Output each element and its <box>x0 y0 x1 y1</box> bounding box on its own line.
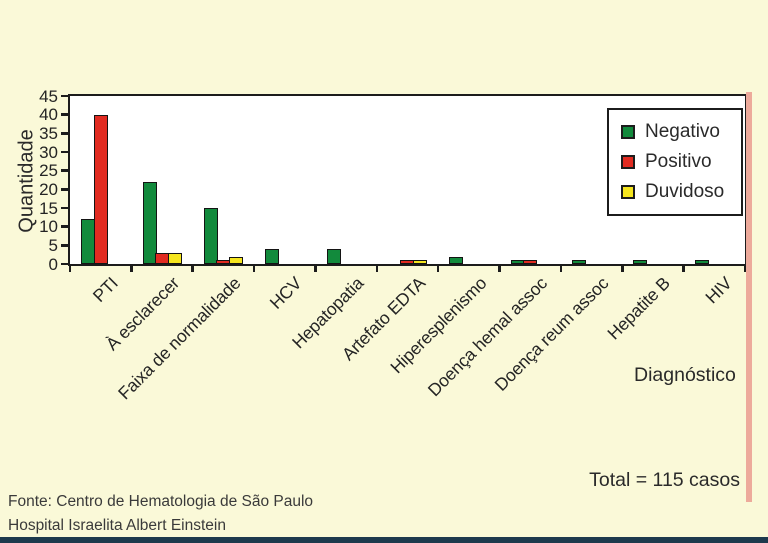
y-tick-label: 20 <box>39 179 58 199</box>
y-tick-label: 10 <box>39 217 58 237</box>
bar-duvidoso-faixa-de-normalidade <box>228 256 243 264</box>
legend-swatch-positivo <box>621 155 635 169</box>
bottom-rule-bar <box>0 537 768 543</box>
y-tick-label: 35 <box>39 123 58 143</box>
bar-group-a-esclarecer <box>131 96 192 264</box>
page-edge-strip <box>746 92 752 502</box>
y-tick-label: 5 <box>48 235 58 255</box>
x-axis-tick <box>68 266 72 272</box>
bar-group-hiv <box>684 96 745 264</box>
bar-group-hepatopatia <box>315 96 376 264</box>
total-annotation: Total = 115 casos <box>589 469 740 491</box>
legend-item-duvidoso: Duvidoso <box>621 177 737 207</box>
y-tick-label: 40 <box>39 105 58 125</box>
bar-group-hepatite-b <box>622 96 683 264</box>
x-axis-title: Diagnóstico <box>634 364 736 386</box>
y-tick-label: 45 <box>39 86 58 106</box>
bar-duvidoso-a-esclarecer <box>167 252 182 264</box>
x-axis-tick <box>682 266 685 272</box>
y-tick-label: 15 <box>39 198 58 218</box>
bar-negativo-doenca-reum-assoc <box>572 260 587 264</box>
bar-negativo-hiperesplenismo <box>449 256 464 264</box>
x-category-label: Hepatite B <box>603 273 675 344</box>
y-tick-label: 0 <box>48 254 58 274</box>
x-category-label: Doença reum assoc <box>490 273 613 395</box>
x-axis-tick <box>252 266 256 272</box>
bar-positivo-pti <box>93 114 108 264</box>
x-axis-tick <box>314 266 317 272</box>
bar-duvidoso-artefato-edta <box>412 260 427 264</box>
x-category-label: HCV <box>266 273 306 313</box>
bar-group-doenca-hemal-assoc <box>500 96 561 264</box>
x-axis-tick <box>436 266 440 272</box>
y-axis-tick <box>61 206 69 210</box>
source-note: Fonte: Centro de Hematologia de São Paul… <box>8 490 313 538</box>
legend-label: Positivo <box>645 151 712 172</box>
bar-negativo-hepatite-b <box>633 260 648 264</box>
bar-negativo-hepatopatia <box>326 249 341 264</box>
y-axis-tick <box>61 113 69 116</box>
bar-group-doenca-reum-assoc <box>561 96 622 264</box>
x-axis-tick <box>621 266 624 272</box>
bar-group-faixa-de-normalidade <box>193 96 254 264</box>
x-axis-tick <box>743 266 747 272</box>
y-axis-tick <box>61 169 69 172</box>
bar-negativo-faixa-de-normalidade <box>203 208 218 264</box>
x-axis-tick <box>130 266 133 272</box>
y-tick-label: 25 <box>39 161 58 181</box>
bar-negativo-hcv <box>265 249 280 264</box>
legend-swatch-negativo <box>621 125 635 139</box>
x-axis-tick <box>559 266 563 272</box>
x-axis-tick <box>191 266 194 272</box>
x-category-label: HIV <box>701 273 736 308</box>
bar-negativo-hiv <box>694 260 709 264</box>
bar-group-artefato-edta <box>377 96 438 264</box>
x-category-label: PTI <box>88 273 122 306</box>
bar-group-hiperesplenismo <box>438 96 499 264</box>
y-axis-tick <box>61 244 69 247</box>
y-axis-tick <box>61 188 69 191</box>
x-axis-tick <box>375 266 379 272</box>
y-axis-tick <box>61 225 69 228</box>
x-category-label: Faixa de normalidade <box>114 273 245 404</box>
legend-label: Duvidoso <box>645 181 725 202</box>
legend-label: Negativo <box>645 121 720 142</box>
bar-group-hcv <box>254 96 315 264</box>
legend-swatch-duvidoso <box>621 185 635 199</box>
y-axis-tick <box>61 94 69 98</box>
y-axis-tick <box>61 262 69 266</box>
source-note-line1: Fonte: Centro de Hematologia de São Paul… <box>8 493 314 510</box>
x-axis-tick <box>498 266 501 272</box>
legend-item-positivo: Positivo <box>621 147 737 177</box>
legend-item-negativo: Negativo <box>621 117 737 147</box>
legend-box: Negativo Positivo Duvidoso <box>607 108 743 216</box>
y-axis-tick <box>61 150 69 154</box>
y-tick-label: 30 <box>39 142 58 162</box>
bar-negativo-a-esclarecer <box>142 181 157 264</box>
source-note-line2: Hospital Israelita Albert Einstein <box>8 517 226 534</box>
bar-positivo-doenca-hemal-assoc <box>523 260 538 264</box>
y-axis-tick <box>61 132 69 135</box>
bar-group-pti <box>70 96 131 264</box>
